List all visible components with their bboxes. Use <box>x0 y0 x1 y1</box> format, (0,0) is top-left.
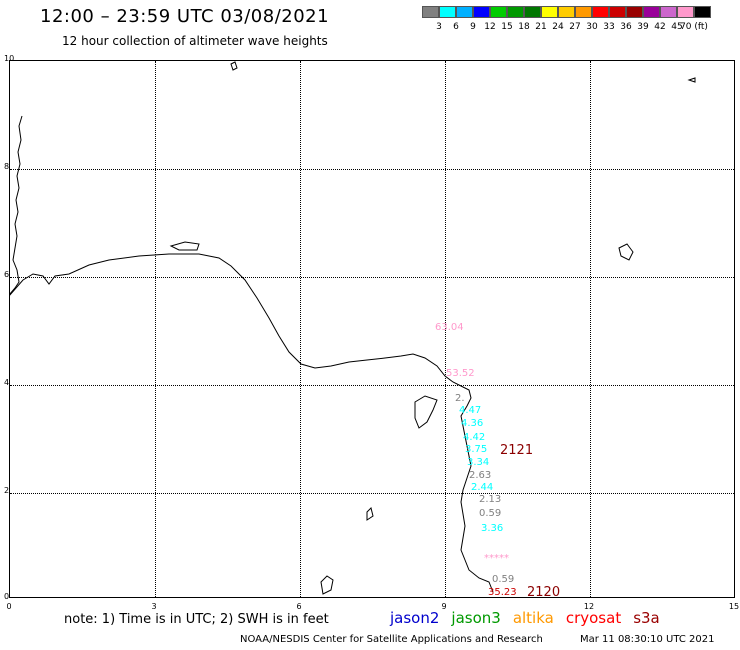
wave-height-label: 4.36 <box>461 418 484 429</box>
island <box>169 241 200 251</box>
legend-label: 27 <box>569 22 581 32</box>
legend-swatch <box>694 6 711 18</box>
wave-height-label: 63.04 <box>435 322 464 333</box>
satellite-name: jason2 <box>390 609 440 627</box>
legend-label: 42 <box>654 22 666 32</box>
legend-swatch <box>507 6 524 18</box>
legend-swatch <box>473 6 490 18</box>
island <box>366 507 374 521</box>
grid-line <box>10 277 734 278</box>
satellite-name: jason3 <box>451 609 501 627</box>
color-legend <box>422 6 711 18</box>
legend-swatch <box>626 6 643 18</box>
y-tick-label: 4 <box>4 378 10 387</box>
wave-height-label: 3.34 <box>467 457 490 468</box>
y-tick-label: 2 <box>4 486 10 495</box>
map-frame <box>9 60 735 598</box>
legend-swatch <box>575 6 592 18</box>
grid-line <box>445 61 446 597</box>
pass-label: 2120 <box>527 585 561 600</box>
wave-height-label: 53.52 <box>446 368 475 379</box>
legend-swatch <box>524 6 541 18</box>
timestamp: Mar 11 08:30:10 UTC 2021 <box>580 634 715 645</box>
wave-height-label: 2.44 <box>471 482 494 493</box>
x-tick-label: 6 <box>296 602 302 611</box>
y-tick-label: 6 <box>4 270 10 279</box>
legend-label: 36 <box>620 22 632 32</box>
legend-label: 12 <box>484 22 496 32</box>
y-tick-label: 8 <box>4 162 10 171</box>
wave-height-label: 3.36 <box>481 523 504 534</box>
wave-height-label: ***** <box>484 553 509 564</box>
credit-text: NOAA/NESDIS Center for Satellite Applica… <box>240 634 543 645</box>
coastline <box>9 115 23 296</box>
x-tick-label: 12 <box>583 602 595 611</box>
legend-swatch <box>609 6 626 18</box>
legend-label: 39 <box>637 22 649 32</box>
legend-swatch <box>677 6 694 18</box>
legend-swatch <box>490 6 507 18</box>
grid-line <box>10 493 734 494</box>
wave-height-label: 0.59 <box>479 508 502 519</box>
wave-height-label: 4.42 <box>463 432 486 443</box>
legend-label: 30 <box>586 22 598 32</box>
wave-height-label: 0.59 <box>492 574 515 585</box>
footnote: note: 1) Time is in UTC; 2) SWH is in fe… <box>64 612 329 627</box>
legend-label: 21 <box>535 22 547 32</box>
island <box>687 77 696 83</box>
legend-swatch <box>456 6 473 18</box>
grid-line <box>155 61 156 597</box>
wave-height-label: 35.23 <box>488 587 517 598</box>
legend-label: 15 <box>501 22 513 32</box>
legend-swatch <box>439 6 456 18</box>
legend-swatch <box>592 6 609 18</box>
legend-label: 45 <box>671 22 683 32</box>
coastline-map <box>9 61 696 595</box>
satellite-legend: jason2 jason3 altika cryosat s3a <box>390 609 660 627</box>
legend-swatch <box>541 6 558 18</box>
map-subtitle: 12 hour collection of altimeter wave hei… <box>62 34 328 48</box>
legend-swatch <box>660 6 677 18</box>
legend-swatch <box>643 6 660 18</box>
wave-height-label: 4.47 <box>459 405 482 416</box>
coastline <box>9 253 494 593</box>
map-title: 12:00 – 23:59 UTC 03/08/2021 <box>40 6 330 27</box>
legend-label: 6 <box>453 22 459 32</box>
legend-label: 3 <box>436 22 442 32</box>
wave-height-label: 2. <box>455 393 465 404</box>
wave-height-label: 2.13 <box>479 494 502 505</box>
x-tick-label: 15 <box>728 602 740 611</box>
legend-swatch <box>558 6 575 18</box>
x-tick-label: 3 <box>151 602 157 611</box>
legend-label: 33 <box>603 22 615 32</box>
grid-line <box>590 61 591 597</box>
satellite-name: altika <box>512 609 554 627</box>
legend-label: 24 <box>552 22 564 32</box>
island <box>414 395 438 429</box>
grid-line <box>10 169 734 170</box>
grid-line <box>300 61 301 597</box>
island <box>320 575 334 595</box>
x-tick-label: 0 <box>6 602 12 611</box>
satellite-name: cryosat <box>565 609 622 627</box>
legend-label: 18 <box>518 22 530 32</box>
legend-swatch <box>422 6 439 18</box>
y-tick-label: 0 <box>4 592 10 601</box>
island <box>618 243 634 261</box>
legend-label: 70 (ft) <box>680 22 708 32</box>
x-tick-label: 9 <box>441 602 447 611</box>
satellite-name: s3a <box>633 609 660 627</box>
legend-labels: 3 6 9 12 15 18 21 24 27 30 33 36 39 42 45 70 (ft) <box>422 22 740 34</box>
wave-height-label: 2.63 <box>469 470 492 481</box>
grid-line <box>10 385 734 386</box>
wave-height-label: 3.75 <box>465 444 488 455</box>
island <box>230 61 238 71</box>
pass-label: 2121 <box>500 443 534 458</box>
y-tick-label: 10 <box>4 54 15 63</box>
legend-label: 9 <box>470 22 476 32</box>
